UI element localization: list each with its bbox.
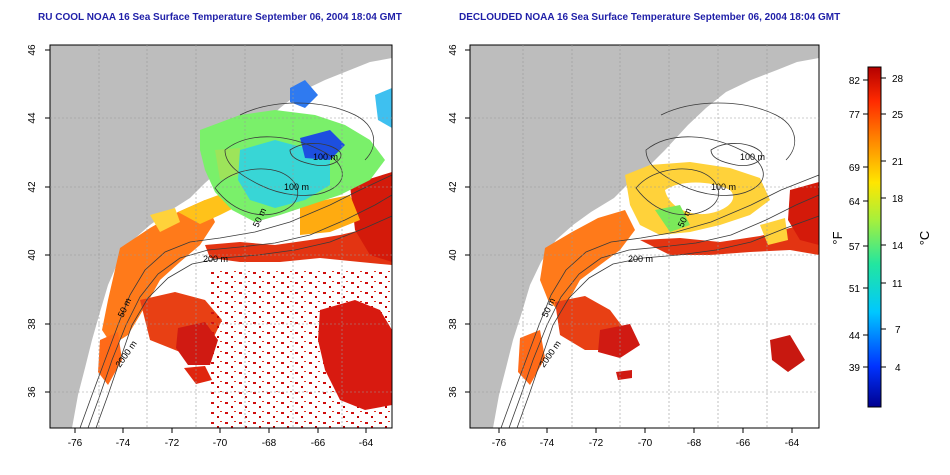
f-tick-label: 39 (849, 363, 861, 374)
right-x-tick-label: -74 (540, 438, 555, 449)
f-tick-label: 57 (849, 242, 861, 253)
contour-label: 100 m (313, 152, 338, 162)
c-tick-label: 7 (895, 325, 901, 336)
right-x-tick-label: -76 (492, 438, 507, 449)
left-y-tick-label: 44 (27, 112, 38, 124)
right-y-axis-labels: 36 38 40 42 44 46 (448, 44, 459, 398)
left-x-tick-label: -70 (213, 438, 228, 449)
contour-label: 200 m (628, 254, 653, 264)
colorbar-fahrenheit-labels: 82 77 69 64 57 51 44 39 (849, 76, 861, 374)
left-y-tick-label: 40 (27, 249, 38, 261)
right-axis-ticks (465, 49, 793, 433)
left-contours (79, 102, 393, 429)
left-x-tick-label: -72 (165, 438, 180, 449)
right-x-tick-label: -68 (687, 438, 702, 449)
left-x-tick-label: -68 (262, 438, 277, 449)
contour-label: 100 m (711, 182, 736, 192)
left-y-axis-labels: 36 38 40 42 44 46 (27, 44, 38, 398)
c-tick-label: 4 (895, 363, 901, 374)
left-x-axis-labels: -76 -74 -72 -70 -68 -66 -64 (68, 438, 374, 449)
left-map (50, 45, 393, 429)
left-y-tick-label: 38 (27, 318, 38, 330)
right-x-axis-labels: -76 -74 -72 -70 -68 -66 -64 (492, 438, 800, 449)
left-x-tick-label: -66 (311, 438, 326, 449)
left-y-tick-label: 36 (27, 386, 38, 398)
left-map-title: RU COOL NOAA 16 Sea Surface Temperature … (38, 12, 402, 23)
colorbar-celsius-labels: 28 25 21 18 14 11 7 4 (892, 74, 904, 374)
left-x-tick-label: -64 (359, 438, 374, 449)
f-tick-label: 51 (849, 284, 861, 295)
right-y-tick-label: 42 (448, 181, 459, 193)
right-y-tick-label: 36 (448, 386, 459, 398)
left-y-tick-label: 42 (27, 181, 38, 193)
right-x-tick-label: -64 (785, 438, 800, 449)
right-map (470, 45, 820, 429)
right-y-tick-label: 44 (448, 112, 459, 124)
right-y-tick-label: 46 (448, 44, 459, 56)
right-map-land (470, 45, 819, 428)
right-x-tick-label: -66 (736, 438, 751, 449)
c-tick-label: 25 (892, 110, 904, 121)
left-x-tick-label: -74 (116, 438, 131, 449)
f-tick-label: 77 (849, 110, 861, 121)
colorbar-ticks (863, 77, 886, 368)
left-map-land (50, 45, 392, 428)
right-y-tick-label: 40 (448, 249, 459, 261)
contour-label: 100 m (740, 152, 765, 162)
f-tick-label: 64 (849, 197, 861, 208)
left-gridlines (50, 45, 392, 428)
left-y-tick-label: 46 (27, 44, 38, 56)
c-tick-label: 21 (892, 157, 904, 168)
c-tick-label: 14 (892, 241, 904, 252)
colorbar-c-unit-label: °C (917, 231, 932, 246)
f-tick-label: 69 (849, 163, 861, 174)
f-tick-label: 44 (849, 331, 861, 342)
right-y-tick-label: 38 (448, 318, 459, 330)
left-x-tick-label: -76 (68, 438, 83, 449)
right-x-tick-label: -72 (589, 438, 604, 449)
contour-label: 200 m (203, 254, 228, 264)
right-map-title: DECLOUDED NOAA 16 Sea Surface Temperatur… (459, 12, 841, 23)
c-tick-label: 18 (892, 194, 904, 205)
contour-label: 100 m (284, 182, 309, 192)
left-map-frame (49, 44, 393, 429)
colorbar-f-unit-label: °F (830, 231, 845, 244)
left-axis-ticks (45, 49, 367, 433)
c-tick-label: 11 (892, 279, 903, 290)
right-sst-layer (518, 162, 819, 385)
right-x-tick-label: -70 (638, 438, 653, 449)
colorbar: 82 77 69 64 57 51 44 39 28 25 21 18 14 1… (830, 66, 932, 408)
c-tick-label: 28 (892, 74, 904, 85)
right-contours (500, 102, 820, 429)
f-tick-label: 82 (849, 76, 861, 87)
colorbar-gradient (867, 66, 882, 408)
